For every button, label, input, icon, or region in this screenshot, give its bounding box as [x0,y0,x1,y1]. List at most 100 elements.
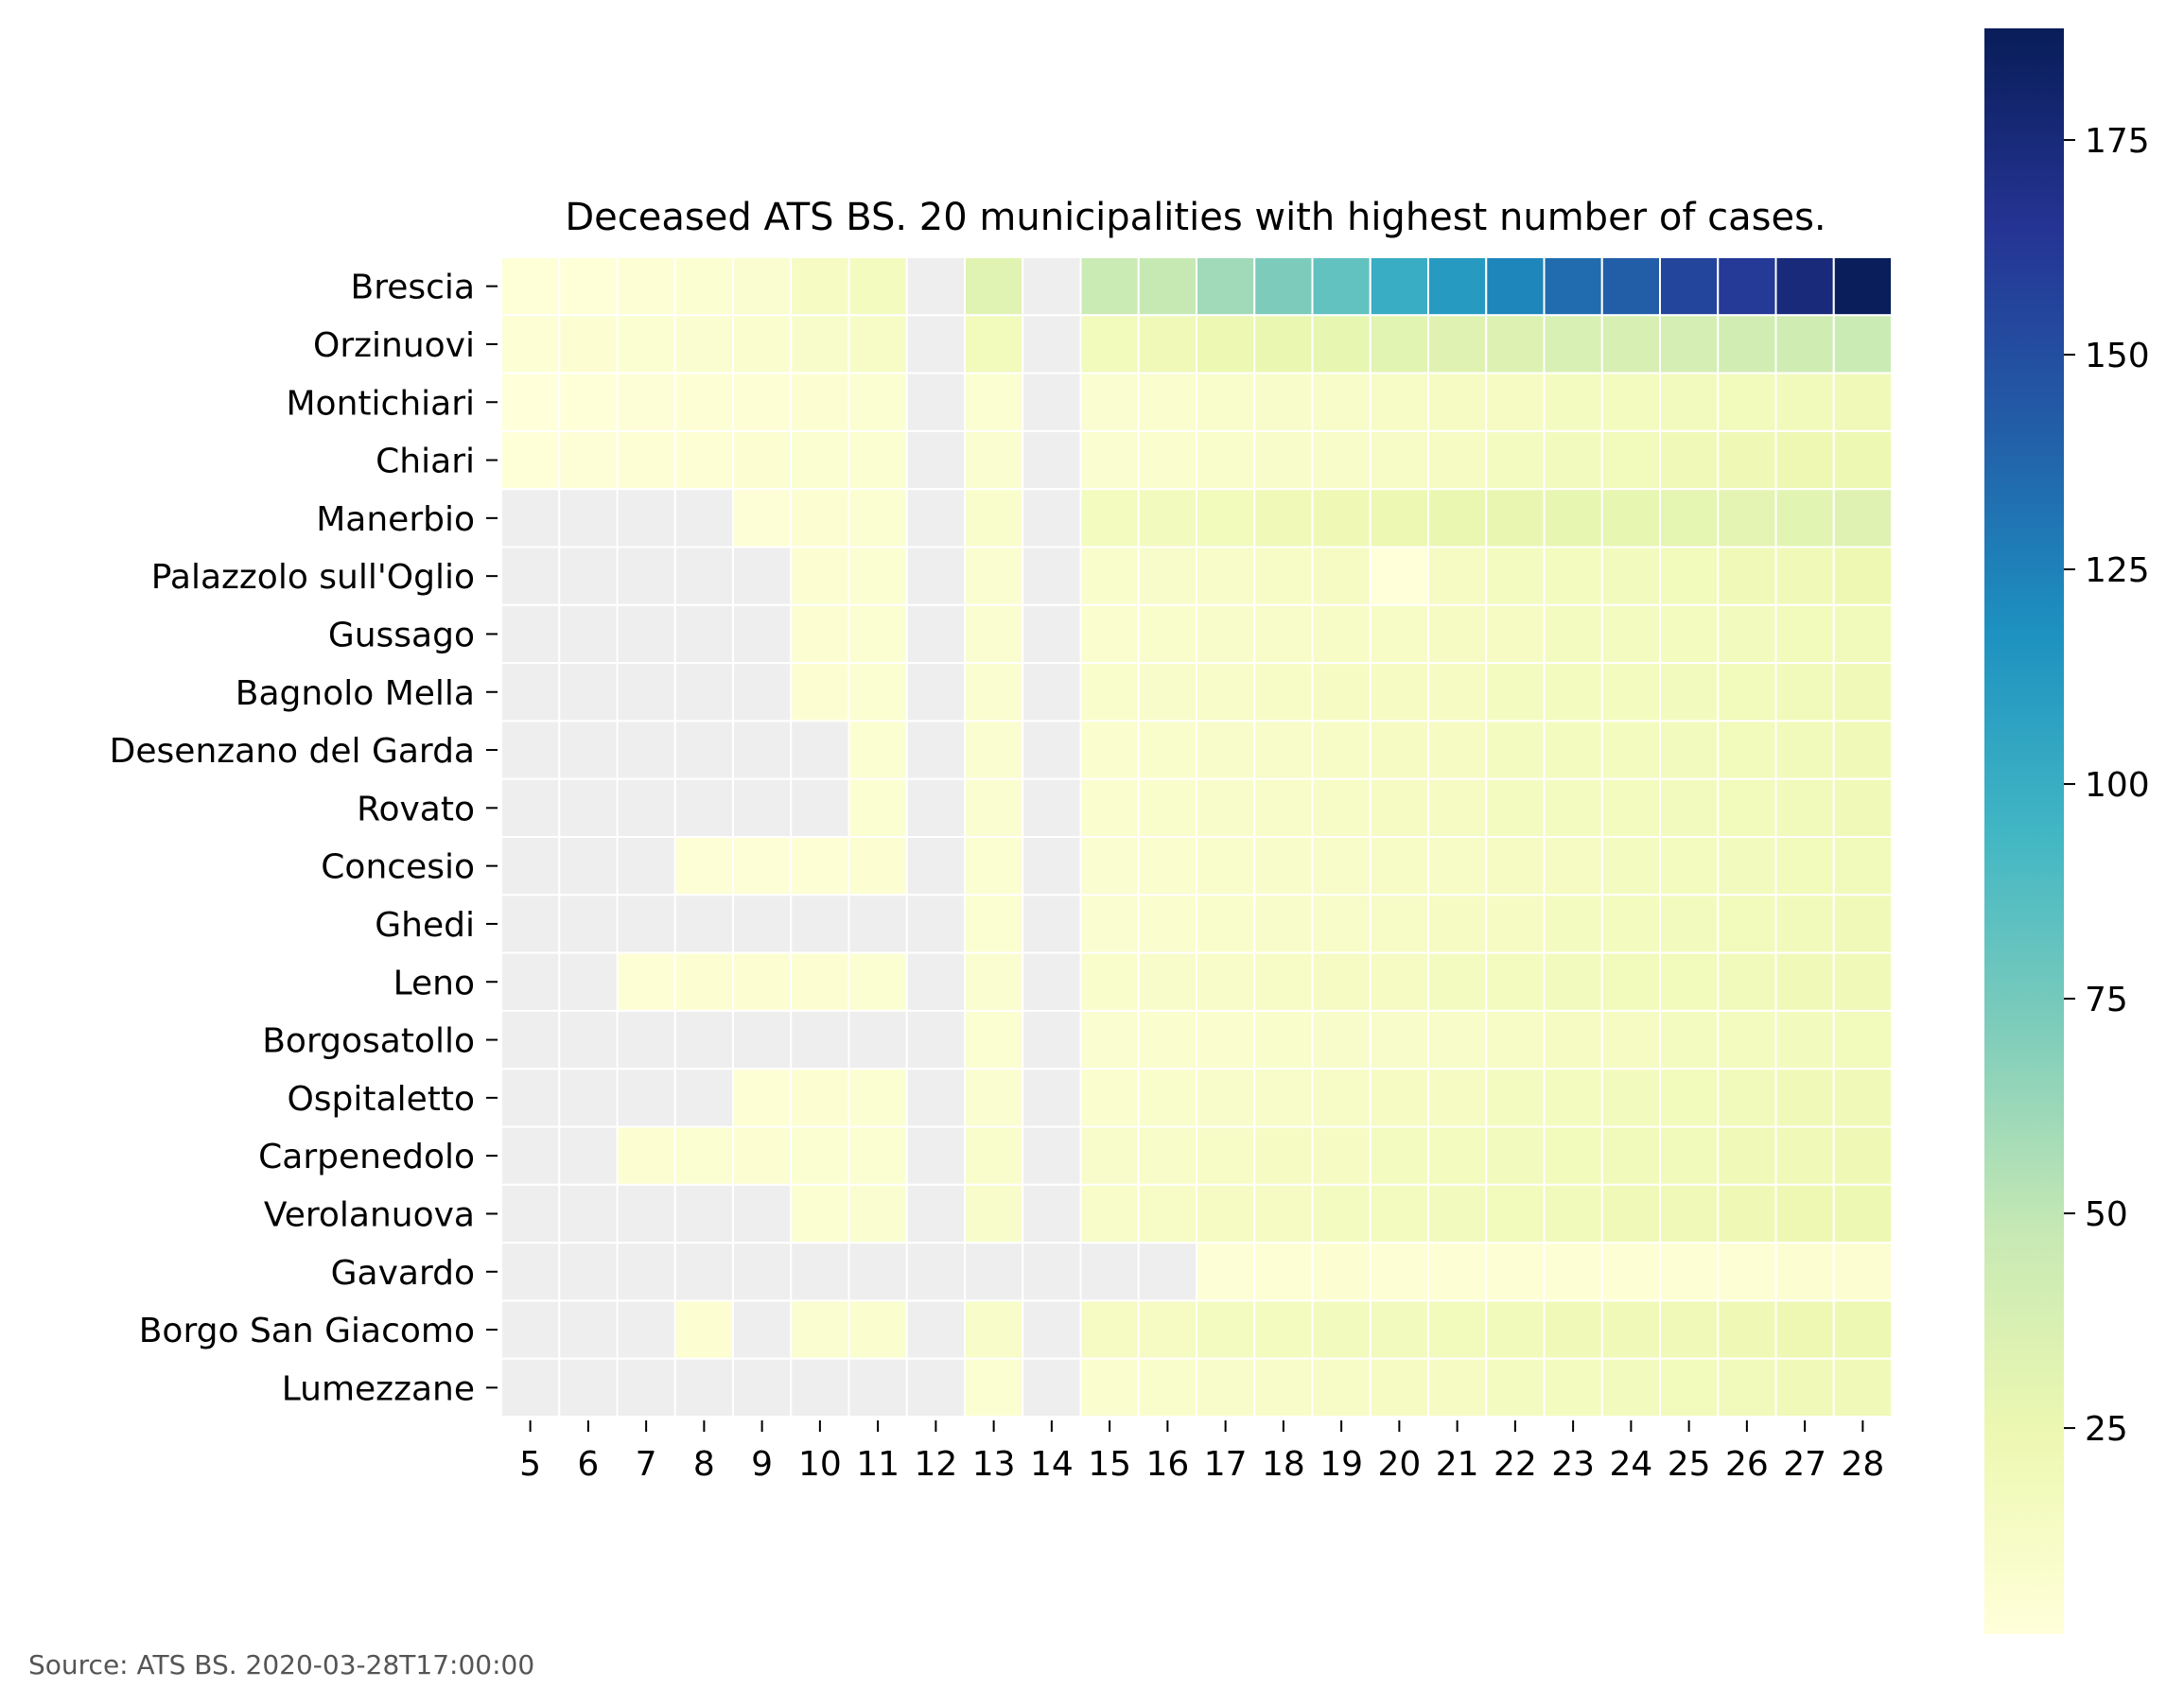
heatmap-cell [500,951,561,1012]
heatmap-cell [673,488,734,548]
heatmap-cell [1427,1357,1488,1418]
heatmap-cell [1079,1125,1140,1186]
heatmap-cell [1659,777,1720,839]
x-tick-label: 18 [1262,1445,1305,1484]
heatmap-cell [558,429,619,491]
heatmap-cell [1079,1357,1140,1418]
heatmap-cell [1600,894,1661,954]
heatmap-cell [1832,894,1893,954]
heatmap-cell [1427,1183,1488,1245]
heatmap-cell [1079,603,1140,665]
heatmap-cell [964,314,1024,374]
heatmap-cell [1774,314,1835,374]
heatmap-cell [1022,1125,1082,1186]
heatmap-cell [1079,372,1140,432]
heatmap-cell [732,1357,793,1418]
heatmap-cell [964,488,1024,548]
heatmap-cell [1137,603,1197,665]
heatmap-cell [1253,314,1314,374]
heatmap-cell [1659,1125,1720,1186]
heatmap-cell [964,256,1024,317]
y-tick-label: Concesio [321,848,475,887]
heatmap-cell [964,720,1024,780]
heatmap-cell [964,836,1024,897]
heatmap-cell [1717,894,1777,954]
heatmap-cell [1774,777,1835,839]
heatmap-cell [1832,1299,1893,1360]
heatmap-cell [1196,1242,1256,1302]
heatmap-cell [1137,1242,1197,1302]
heatmap-cell [1253,951,1314,1012]
heatmap-cell [1022,1009,1082,1071]
heatmap-cell [558,1068,619,1128]
heatmap-cell [1543,951,1603,1012]
colorbar-tick-label: 75 [2085,981,2128,1019]
heatmap-cell [1832,429,1893,491]
y-tick-label: Brescia [351,269,475,307]
heatmap-cell [905,1009,966,1071]
heatmap-cell [1600,1183,1661,1245]
heatmap-cell [1717,951,1777,1012]
heatmap-cell [1717,1068,1777,1128]
heatmap-cell [1774,1009,1835,1071]
heatmap-cell [1659,488,1720,548]
heatmap-cell [1022,429,1082,491]
chart-title: Deceased ATS BS. 20 municipalities with … [565,196,1826,239]
heatmap-cell [1253,1242,1314,1302]
heatmap-cell [847,546,908,606]
heatmap-cell [847,836,908,897]
heatmap-cell [1079,894,1140,954]
heatmap-cell [1022,1299,1082,1360]
heatmap-cell [732,603,793,665]
heatmap-cell [1485,1299,1546,1360]
heatmap-cell [1311,1357,1372,1418]
heatmap-cell [847,1125,908,1186]
heatmap-cell [1832,372,1893,432]
heatmap-cell [1774,256,1835,317]
heatmap-cell [1600,1009,1661,1071]
heatmap-cell [558,603,619,665]
colorbar-tick-label: 125 [2085,551,2150,590]
heatmap-cell [732,1299,793,1360]
heatmap-cell [500,314,561,374]
heatmap-cell [558,1357,619,1418]
y-tick-label: Carpenedolo [258,1138,475,1176]
heatmap-cell [1196,836,1256,897]
heatmap-cell [790,546,850,606]
heatmap-cell [732,372,793,432]
heatmap-cell [964,1068,1024,1128]
heatmap-cell [1369,720,1429,780]
heatmap-cell [1253,256,1314,317]
heatmap-cell [1022,256,1082,317]
heatmap-cell [1774,429,1835,491]
heatmap-cell [1600,662,1661,722]
heatmap-cell [1196,1183,1256,1245]
y-tick-label: Rovato [357,790,475,828]
heatmap-cell [964,546,1024,606]
heatmap-cell [500,662,561,722]
y-tick-label: Borgosatollo [262,1022,475,1061]
heatmap-cell [1485,662,1546,722]
heatmap-cell [1832,1357,1893,1418]
heatmap-cell [558,720,619,780]
heatmap-cell [1369,1242,1429,1302]
heatmap-cell [616,314,676,374]
heatmap-cell [732,314,793,374]
heatmap-cell [1717,429,1777,491]
heatmap-cell [1774,951,1835,1012]
heatmap-cell [1485,836,1546,897]
heatmap-cell [616,1125,676,1186]
heatmap-cell [1543,1242,1603,1302]
heatmap-cell [1022,546,1082,606]
heatmap-cell [616,546,676,606]
heatmap-cell [1369,1299,1429,1360]
heatmap-cell [1137,836,1197,897]
heatmap-cell [732,1125,793,1186]
heatmap-cell [1774,1183,1835,1245]
y-tick-label: Desenzano del Garda [110,732,475,771]
heatmap-cell [673,314,734,374]
heatmap-cell [1137,1299,1197,1360]
heatmap-cell [732,836,793,897]
heatmap-cell [1196,1357,1256,1418]
heatmap-cell [1832,546,1893,606]
